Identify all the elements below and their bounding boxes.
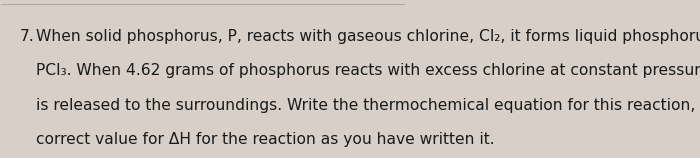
Text: is released to the surroundings. Write the thermochemical equation for this reac: is released to the surroundings. Write t… <box>36 98 700 113</box>
Text: PCl₃. When 4.62 grams of phosphorus reacts with excess chlorine at constant pres: PCl₃. When 4.62 grams of phosphorus reac… <box>36 64 700 79</box>
Text: When solid phosphorus, P, reacts with gaseous chlorine, Cl₂, it forms liquid pho: When solid phosphorus, P, reacts with ga… <box>36 29 700 44</box>
Text: 7.: 7. <box>20 29 34 44</box>
Text: correct value for ΔH for the reaction as you have written it.: correct value for ΔH for the reaction as… <box>36 132 494 147</box>
